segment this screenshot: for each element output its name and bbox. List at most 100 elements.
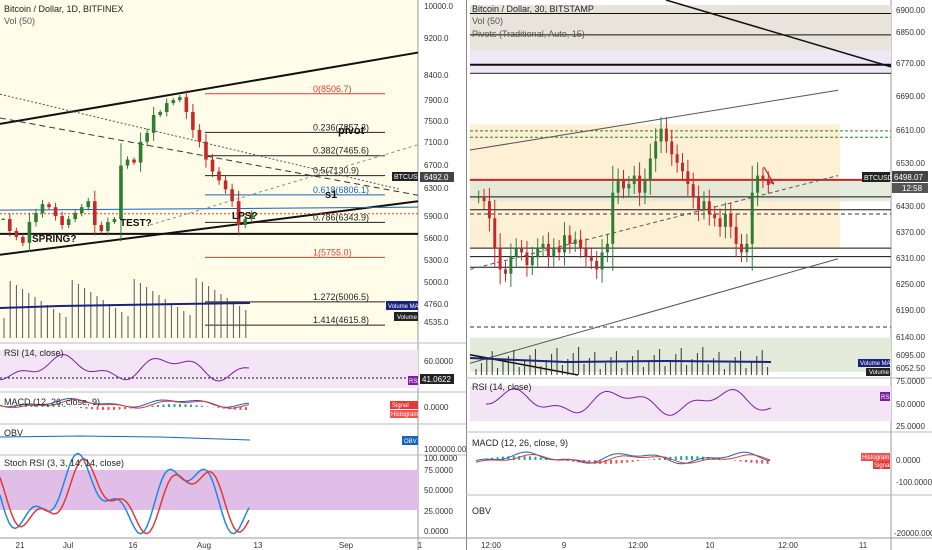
right-candle	[718, 218, 722, 227]
left-price-tick: 7900.0	[424, 96, 449, 105]
right-price-tick: 6530.00	[896, 159, 925, 168]
right-candle	[600, 252, 604, 270]
left-x-tick: 16	[129, 541, 138, 550]
left-candle	[112, 219, 117, 223]
left-vol-ma-badge: Volume MA	[388, 304, 419, 310]
right-candle	[520, 248, 524, 253]
right-signal-line	[475, 453, 771, 464]
right-rsi-badge: RSI	[881, 395, 891, 401]
right-candle	[670, 141, 674, 155]
left-rsi-badge-bg	[408, 376, 418, 385]
right-price-tick: 6370.00	[896, 228, 925, 237]
lower-channel-line	[0, 200, 419, 256]
right-candle	[595, 260, 599, 270]
left-signal-line	[0, 398, 250, 409]
pivot-annotation: pivot	[338, 125, 365, 137]
right-last-price: 6498.07	[894, 173, 923, 182]
right-x-tick: 9	[562, 541, 567, 550]
left-price-tick: 7500.0	[424, 117, 449, 126]
right-downtrend-line	[665, 0, 892, 68]
test-annotation: TEST?	[120, 218, 152, 229]
right-signal-badge-bg	[873, 461, 890, 469]
right-candle	[541, 243, 545, 249]
left-obv-badge-bg	[402, 436, 418, 445]
right-candle	[487, 201, 491, 219]
right-vol-badge-bg	[866, 368, 890, 376]
right-symbol-badge: BTCUSD	[864, 175, 893, 182]
right-candle	[589, 256, 593, 261]
left-price-tick: 5000.0	[424, 278, 449, 287]
right-macd-line	[475, 451, 771, 465]
left-signal-badge-bg	[390, 401, 418, 409]
right-price-tick: 6140.00	[896, 333, 925, 342]
left-x-tick: Jul	[63, 541, 73, 550]
right-hist-badge-bg	[861, 453, 890, 461]
left-rsi-line	[0, 353, 250, 382]
right-candle	[579, 239, 583, 249]
left-stoch-tick: 100.0000	[424, 454, 458, 463]
right-price-tick: 6095.00	[896, 351, 925, 360]
right-candle	[552, 248, 556, 257]
right-vol-ma-badge-bg	[858, 359, 890, 367]
right-x-tick: 11	[859, 541, 868, 550]
right-price-tick: 6250.00	[896, 280, 925, 289]
left-candle	[14, 230, 19, 237]
right-candle	[766, 179, 770, 185]
right-vol-ma-badge: Volume MA	[860, 361, 891, 367]
left-candle	[197, 129, 202, 142]
upper-channel-line	[0, 51, 419, 125]
left-candle	[191, 112, 195, 130]
left-candle	[236, 201, 241, 225]
right-candle	[546, 243, 550, 257]
left-vol-label: Vol (50)	[4, 16, 35, 26]
fib-label: 0(8506.7)	[313, 84, 352, 94]
right-price-tick: 6610.00	[896, 126, 925, 135]
left-obv-label: OBV	[4, 428, 23, 438]
left-symbol-badge: BTCUSD	[394, 174, 423, 181]
left-candle	[223, 180, 228, 190]
right-price-tick: 6900.00	[896, 6, 925, 15]
right-last-price-bg	[892, 171, 928, 182]
left-price-pane-bg	[0, 0, 418, 340]
rising-dashed-line	[149, 144, 419, 226]
right-rsi-badge-bg	[880, 392, 890, 401]
right-candle	[761, 175, 765, 180]
left-candle	[93, 201, 97, 225]
left-obv-badge: OBV	[404, 439, 417, 445]
right-candle	[664, 128, 668, 142]
left-price-tick: 5900.0	[424, 212, 449, 221]
right-price-tick: 6310.00	[896, 254, 925, 263]
right-candle	[713, 213, 717, 219]
right-candle	[493, 218, 497, 249]
right-candle	[525, 252, 529, 266]
lps-annotation: LPS?	[232, 211, 258, 222]
left-price-tick: 6700.0	[424, 161, 449, 170]
left-hist-badge-bg	[390, 410, 418, 418]
left-rsi-label: RSI (14, close)	[4, 348, 64, 358]
right-countdown-bg	[892, 183, 928, 193]
left-candle	[47, 204, 51, 208]
right-symbol-badge-bg	[862, 172, 890, 182]
left-candle	[1, 219, 6, 221]
left-candle	[230, 189, 234, 202]
left-chart[interactable]: 0(8506.7) 0.236(7857.3) 0.382(7465.6) 0.5(7…	[0, 0, 466, 550]
right-rsi-tick: 25.0000	[896, 422, 925, 431]
dashed-trend-line	[0, 117, 419, 196]
left-candle	[21, 236, 25, 243]
right-channel-mid	[469, 175, 839, 270]
right-candle	[745, 243, 749, 253]
right-candle	[573, 239, 577, 244]
s1-annotation: s1	[325, 189, 337, 201]
left-x-tick: 21	[16, 541, 25, 550]
left-x-tick: Aug	[197, 541, 211, 550]
left-candle	[53, 207, 58, 217]
right-x-tick: 12:00	[778, 541, 799, 550]
left-x-tick: 13	[254, 541, 263, 550]
right-macd-tick: 0.0000	[896, 456, 921, 465]
right-chart[interactable]: 6900.00 6850.00 6770.00 6690.00 6610.00 6530.…	[466, 0, 932, 550]
right-candle	[605, 243, 609, 253]
right-candle	[659, 128, 663, 142]
right-candle	[568, 235, 572, 244]
right-candle	[643, 179, 647, 193]
left-candle	[204, 141, 208, 160]
